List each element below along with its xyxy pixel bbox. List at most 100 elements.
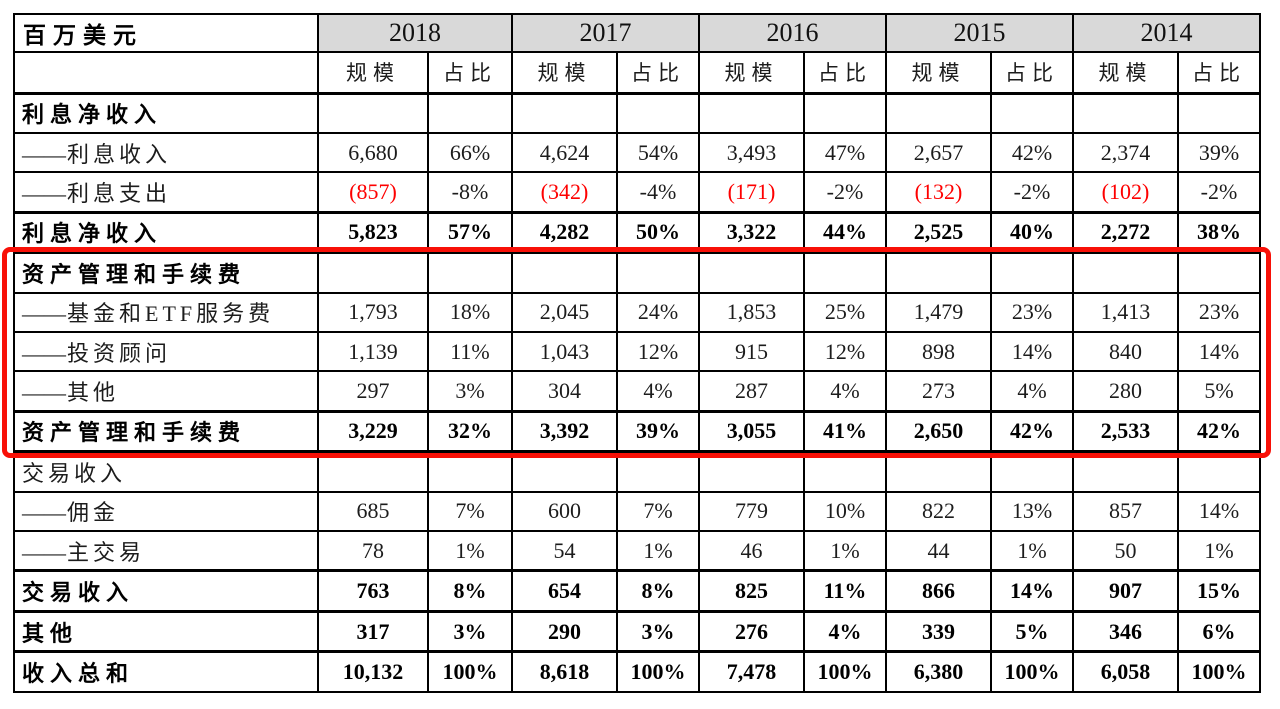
amount-cell [317, 450, 429, 493]
percent-cell: 12% [616, 330, 700, 373]
percent-cell: 11% [427, 330, 513, 373]
percent-cell: 4% [990, 370, 1074, 413]
amount-cell: 273 [885, 370, 992, 413]
percent-cell: 100% [427, 650, 513, 694]
percent-cell: 23% [990, 291, 1074, 333]
row-label-cell: ——其他 [13, 370, 319, 413]
amount-cell: 276 [698, 609, 805, 653]
amount-cell: 1,479 [885, 291, 992, 333]
row-label-cell: 利息净收入 [13, 91, 319, 134]
percent-cell: 66% [427, 131, 513, 174]
amount-cell: 1,853 [698, 291, 805, 333]
table-row-item: ——基金和ETF服务费 1,793 18% 2,045 24% 1,853 25% 1,479… [13, 291, 1261, 333]
amount-cell: 907 [1072, 569, 1179, 613]
row-label-cell: 资产管理和手续费 [13, 251, 319, 294]
amount-cell: 10,132 [317, 650, 429, 694]
amount-cell: (102) [1072, 171, 1179, 214]
sub-header-row: 规模 占比 规模 占比 规模 占比 规模 占比 规模 占比 [13, 51, 1261, 94]
percent-cell: 42% [990, 409, 1074, 453]
amount-cell: 2,272 [1072, 210, 1179, 254]
row-label: 主交易 [67, 539, 146, 565]
row-label-cell: ——基金和ETF服务费 [13, 291, 319, 333]
row-label-cell: 利息净收入 [13, 210, 319, 254]
row-label-cell: 其他 [13, 609, 319, 653]
row-label: 利息净收入 [22, 221, 163, 247]
unit-label: 百万美元 [13, 13, 319, 53]
percent-cell [1177, 251, 1261, 294]
table-row-item: ——佣金 685 7% 600 7% 779 10% 822 13% 857 14% [13, 490, 1261, 532]
sub-header-scale: 规模 [698, 51, 805, 94]
percent-cell: 39% [1177, 131, 1261, 174]
percent-cell: 14% [1177, 330, 1261, 373]
percent-cell: 11% [803, 569, 887, 613]
percent-cell: -4% [616, 171, 700, 214]
percent-cell [1177, 91, 1261, 134]
table-row-section: 交易收入 [13, 450, 1261, 493]
row-label: 交易收入 [22, 580, 135, 606]
amount-cell: 763 [317, 569, 429, 613]
percent-cell: 7% [616, 490, 700, 532]
percent-cell: 15% [1177, 569, 1261, 613]
year-header-2015: 2015 [885, 13, 1074, 53]
amount-cell: 4,624 [511, 131, 618, 174]
row-label: 其他 [67, 380, 120, 405]
year-header-row: 百万美元 2018 2017 2016 2015 2014 [13, 13, 1261, 53]
percent-cell [990, 450, 1074, 493]
percent-cell [616, 91, 700, 134]
percent-cell: 3% [427, 370, 513, 413]
amount-cell: 50 [1072, 529, 1179, 572]
amount-cell: (171) [698, 171, 805, 214]
amount-cell: (342) [511, 171, 618, 214]
amount-cell: 822 [885, 490, 992, 532]
percent-cell: 8% [616, 569, 700, 613]
indent-dash: —— [22, 380, 66, 405]
indent-dash: —— [22, 180, 66, 206]
amount-cell: 1,413 [1072, 291, 1179, 333]
amount-cell: 2,533 [1072, 409, 1179, 453]
percent-cell: 12% [803, 330, 887, 373]
amount-cell [511, 91, 618, 134]
amount-cell [317, 251, 429, 294]
sub-header-share: 占比 [1177, 51, 1261, 94]
percent-cell: 13% [990, 490, 1074, 532]
amount-cell: (857) [317, 171, 429, 214]
percent-cell [1177, 450, 1261, 493]
sub-header-scale: 规模 [885, 51, 992, 94]
amount-cell: 3,055 [698, 409, 805, 453]
row-label-cell: ——利息收入 [13, 131, 319, 174]
row-label-cell: 收入总和 [13, 650, 319, 694]
percent-cell: 3% [427, 609, 513, 653]
year-header-2014: 2014 [1072, 13, 1261, 53]
percent-cell: 8% [427, 569, 513, 613]
percent-cell: 14% [1177, 490, 1261, 532]
amount-cell: 857 [1072, 490, 1179, 532]
amount-cell [698, 91, 805, 134]
sub-header-scale: 规模 [317, 51, 429, 94]
amount-cell: 898 [885, 330, 992, 373]
amount-cell: 685 [317, 490, 429, 532]
percent-cell: 1% [803, 529, 887, 572]
amount-cell: 290 [511, 609, 618, 653]
percent-cell [803, 251, 887, 294]
percent-cell: 10% [803, 490, 887, 532]
percent-cell: 100% [1177, 650, 1261, 694]
percent-cell: -2% [1177, 171, 1261, 214]
amount-cell: 3,229 [317, 409, 429, 453]
table-row-total: 资产管理和手续费 3,229 32% 3,392 39% 3,055 41% 2,650 42%… [13, 409, 1261, 453]
table-row-item: ——利息支出 (857) -8% (342) -4% (171) -2% (132) -2% (1… [13, 171, 1261, 214]
percent-cell: 47% [803, 131, 887, 174]
amount-cell: 44 [885, 529, 992, 572]
row-label-cell: ——利息支出 [13, 171, 319, 214]
amount-cell: 600 [511, 490, 618, 532]
year-header-2016: 2016 [698, 13, 887, 53]
amount-cell: 54 [511, 529, 618, 572]
row-label: 资产管理和手续费 [22, 261, 247, 287]
percent-cell: 50% [616, 210, 700, 254]
percent-cell: -2% [803, 171, 887, 214]
percent-cell: 24% [616, 291, 700, 333]
percent-cell: -8% [427, 171, 513, 214]
amount-cell [511, 450, 618, 493]
amount-cell: 1,139 [317, 330, 429, 373]
indent-dash: —— [22, 340, 66, 366]
amount-cell [885, 251, 992, 294]
